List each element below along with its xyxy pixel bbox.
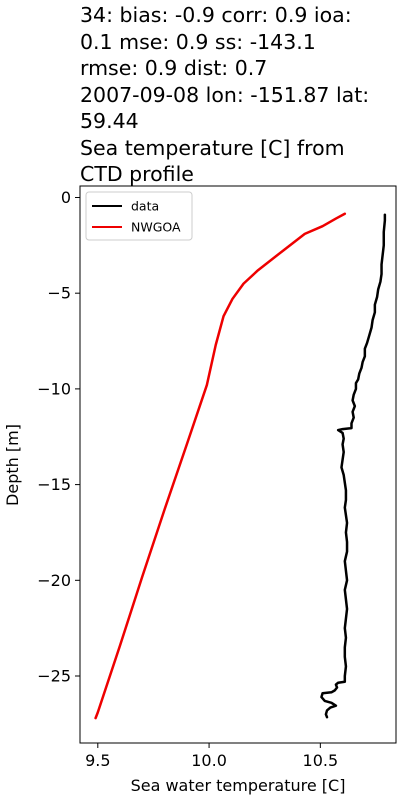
x-axis-label: Sea water temperature [C]: [131, 776, 346, 795]
y-tick-label: −5: [47, 284, 71, 303]
y-axis-label: Depth [m]: [3, 424, 22, 506]
chart-title-line: CTD profile: [80, 162, 194, 186]
chart-title-line: Sea temperature [C] from: [80, 135, 345, 160]
series-line-data: [320, 213, 387, 719]
y-tick-label: −15: [37, 475, 71, 494]
y-tick-label: −25: [37, 667, 71, 686]
chart-title-line: 0.1 mse: 0.9 ss: -143.1: [80, 29, 316, 54]
chart-title-line: rmse: 0.9 dist: 0.7: [80, 56, 268, 80]
y-tick-label: −20: [37, 571, 71, 590]
x-tick-label: 10.0: [191, 751, 227, 770]
series-layer: [94, 212, 387, 720]
chart-title: 34: bias: -0.9 corr: 0.9 ioa: 0.1 mse: 0…: [80, 2, 398, 188]
y-tick-label: 0: [61, 188, 71, 207]
legend-label-data: data: [131, 199, 159, 214]
axis-ticks: 9.5 10.0 10.5 0 −5 −10 −15 −20 −25: [37, 188, 338, 770]
plot-area: [79, 185, 397, 744]
legend-label-nwgoa: NWGOA: [131, 220, 181, 235]
chart-title-line: 2007-09-08 lon: -151.87 lat:: [80, 82, 370, 107]
chart-title-line: 59.44: [80, 109, 139, 133]
x-tick-label: 9.5: [85, 751, 110, 770]
legend: data NWGOA: [85, 191, 193, 241]
x-tick-label: 10.5: [303, 751, 339, 770]
chart-title-line: 34: bias: -0.9 corr: 0.9 ioa:: [80, 3, 352, 27]
series-line-nwgoa: [94, 212, 347, 720]
y-tick-label: −10: [37, 379, 71, 398]
